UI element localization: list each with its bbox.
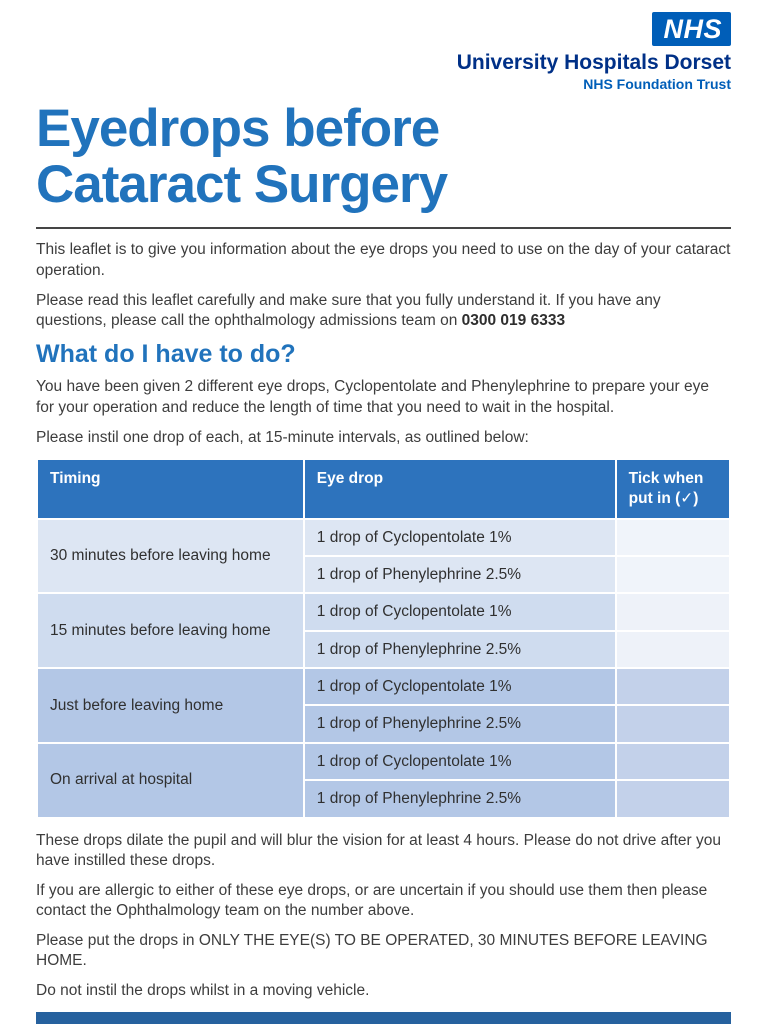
intro-paragraph-2: Please read this leaflet carefully and m… <box>36 291 731 331</box>
tick-cell <box>614 554 732 595</box>
drop-cell: 1 drop of Phenylephrine 2.5% <box>302 779 617 819</box>
column-header-eye-drop: Eye drop <box>302 457 617 520</box>
timing-cell: 30 minutes before leaving home <box>36 517 305 595</box>
drop-cell: 1 drop of Phenylephrine 2.5% <box>302 554 617 595</box>
tick-cell <box>614 592 732 632</box>
tick-cell <box>614 666 732 707</box>
nhs-logo: NHS <box>652 12 731 46</box>
column-header-timing: Timing <box>36 457 305 520</box>
timing-cell: On arrival at hospital <box>36 741 305 819</box>
trust-type: NHS Foundation Trust <box>583 75 731 92</box>
intro-paragraph-2-text: Please read this leaflet carefully and m… <box>36 291 661 329</box>
nhs-brand-header: NHS University Hospitals Dorset NHS Foun… <box>36 12 731 93</box>
drop-cell: 1 drop of Cyclopentolate 1% <box>302 517 617 557</box>
section-paragraph-2: Please instil one drop of each, at 15-mi… <box>36 428 529 446</box>
page-title-line-2: Cataract Surgery <box>36 155 448 215</box>
drop-cell: 1 drop of Phenylephrine 2.5% <box>302 629 617 670</box>
drop-cell: 1 drop of Cyclopentolate 1% <box>302 592 617 632</box>
table-row: On arrival at hospital 1 drop of Cyclope… <box>36 741 732 819</box>
eyedrops-schedule-table: Timing Eye drop Tick when put in (✓) 30 … <box>36 457 732 819</box>
tick-cell <box>614 741 732 782</box>
drop-cell: 1 drop of Phenylephrine 2.5% <box>302 704 617 744</box>
footer-band <box>36 1012 731 1024</box>
after-table-paragraph-3: Please put the drops in ONLY THE EYE(S) … <box>36 932 708 970</box>
after-table-paragraph-4: Do not instil the drops whilst in a movi… <box>36 982 370 1000</box>
section-paragraph-1: You have been given 2 different eye drop… <box>36 378 710 416</box>
table-row: 1 drop of Phenylephrine 2.5% <box>37 629 732 670</box>
table-row: 1 drop of Phenylephrine 2.5% <box>37 554 732 595</box>
table-header-row: Timing Eye drop Tick when put in (✓) <box>36 457 732 520</box>
table-row: 30 minutes before leaving home 1 drop of… <box>36 517 732 595</box>
section-heading: What do I have to do? <box>36 339 296 368</box>
column-header-tick: Tick when put in (✓) <box>614 457 732 520</box>
tick-cell <box>614 517 732 557</box>
timing-cell: 15 minutes before leaving home <box>36 592 305 669</box>
nhs-logo-text: NHS <box>663 14 722 44</box>
trust-name: University Hospitals Dorset <box>456 51 731 74</box>
title-divider <box>36 227 731 230</box>
drop-cell: 1 drop of Cyclopentolate 1% <box>302 666 617 707</box>
table-row: 1 drop of Phenylephrine 2.5% <box>37 704 732 744</box>
page-title: Eyedrops before Cataract Surgery <box>36 99 731 215</box>
after-table-paragraph-1: These drops dilate the pupil and will bl… <box>36 831 721 869</box>
page-title-line-1: Eyedrops before <box>36 99 440 159</box>
intro-paragraph-1: This leaflet is to give you information … <box>36 241 731 279</box>
after-table-paragraph-2: If you are allergic to either of these e… <box>36 881 708 919</box>
phone-number: 0300 019 6333 <box>461 311 566 329</box>
tick-cell <box>614 629 732 670</box>
timing-cell: Just before leaving home <box>36 667 305 744</box>
table-row: Just before leaving home 1 drop of Cyclo… <box>36 666 732 744</box>
tick-cell <box>614 704 732 744</box>
table-row: 1 drop of Phenylephrine 2.5% <box>37 779 732 819</box>
table-row: 15 minutes before leaving home 1 drop of… <box>36 592 732 669</box>
drop-cell: 1 drop of Cyclopentolate 1% <box>302 741 617 782</box>
tick-cell <box>614 779 732 819</box>
